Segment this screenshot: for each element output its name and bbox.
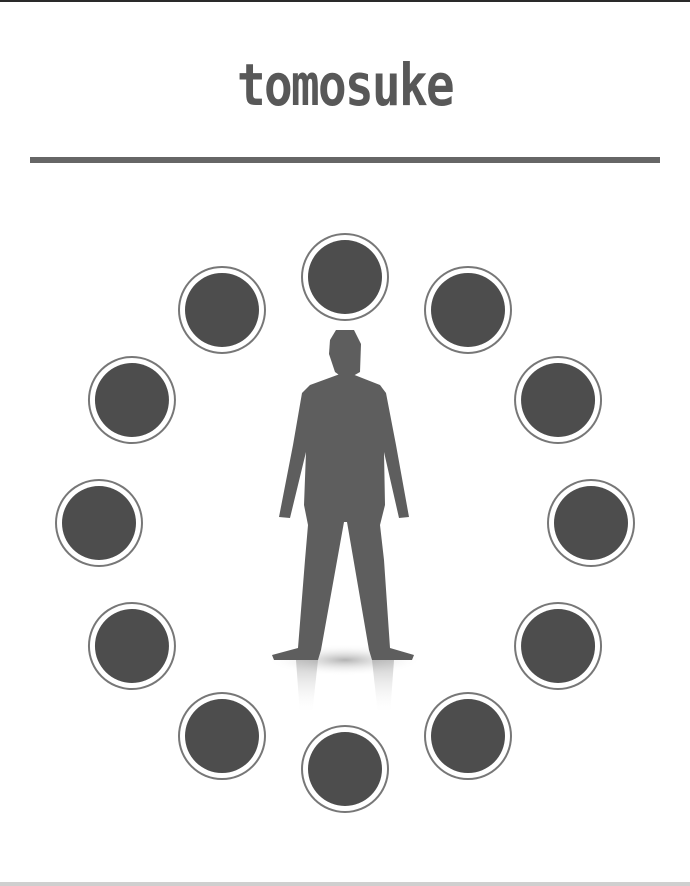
node-core bbox=[94, 609, 169, 683]
network-node-upper-left-2 bbox=[87, 356, 176, 444]
person-figure bbox=[272, 330, 414, 660]
node-core bbox=[521, 363, 596, 437]
node-core bbox=[94, 363, 169, 437]
network-node-upper-left-1 bbox=[178, 265, 266, 354]
person-body bbox=[272, 374, 414, 660]
node-core bbox=[308, 732, 382, 806]
node-ring bbox=[55, 233, 635, 813]
network-node-top bbox=[301, 233, 389, 321]
network-node-upper-right-1 bbox=[424, 265, 512, 354]
node-core bbox=[185, 272, 259, 347]
network-node-lower-left-1 bbox=[178, 692, 266, 781]
network-node-upper-right-2 bbox=[514, 356, 603, 444]
top-border-line bbox=[0, 0, 690, 2]
node-core bbox=[431, 272, 505, 347]
network-node-lower-right-1 bbox=[424, 692, 512, 781]
figure-reflection bbox=[296, 660, 394, 715]
node-core bbox=[308, 240, 382, 314]
node-core bbox=[521, 609, 596, 683]
network-node-bottom bbox=[301, 725, 389, 813]
network-node-lower-right-2 bbox=[514, 602, 603, 690]
person-head bbox=[329, 330, 361, 380]
header-divider bbox=[30, 157, 660, 163]
tomosuke-logo: tomosuke bbox=[237, 51, 455, 119]
node-core bbox=[554, 486, 628, 560]
node-core bbox=[431, 699, 505, 774]
node-core bbox=[185, 699, 259, 774]
network-node-right bbox=[547, 479, 635, 567]
bottom-border-line bbox=[0, 882, 690, 886]
node-core bbox=[62, 486, 136, 560]
network-node-left bbox=[55, 479, 143, 567]
network-node-lower-left-2 bbox=[87, 602, 176, 690]
